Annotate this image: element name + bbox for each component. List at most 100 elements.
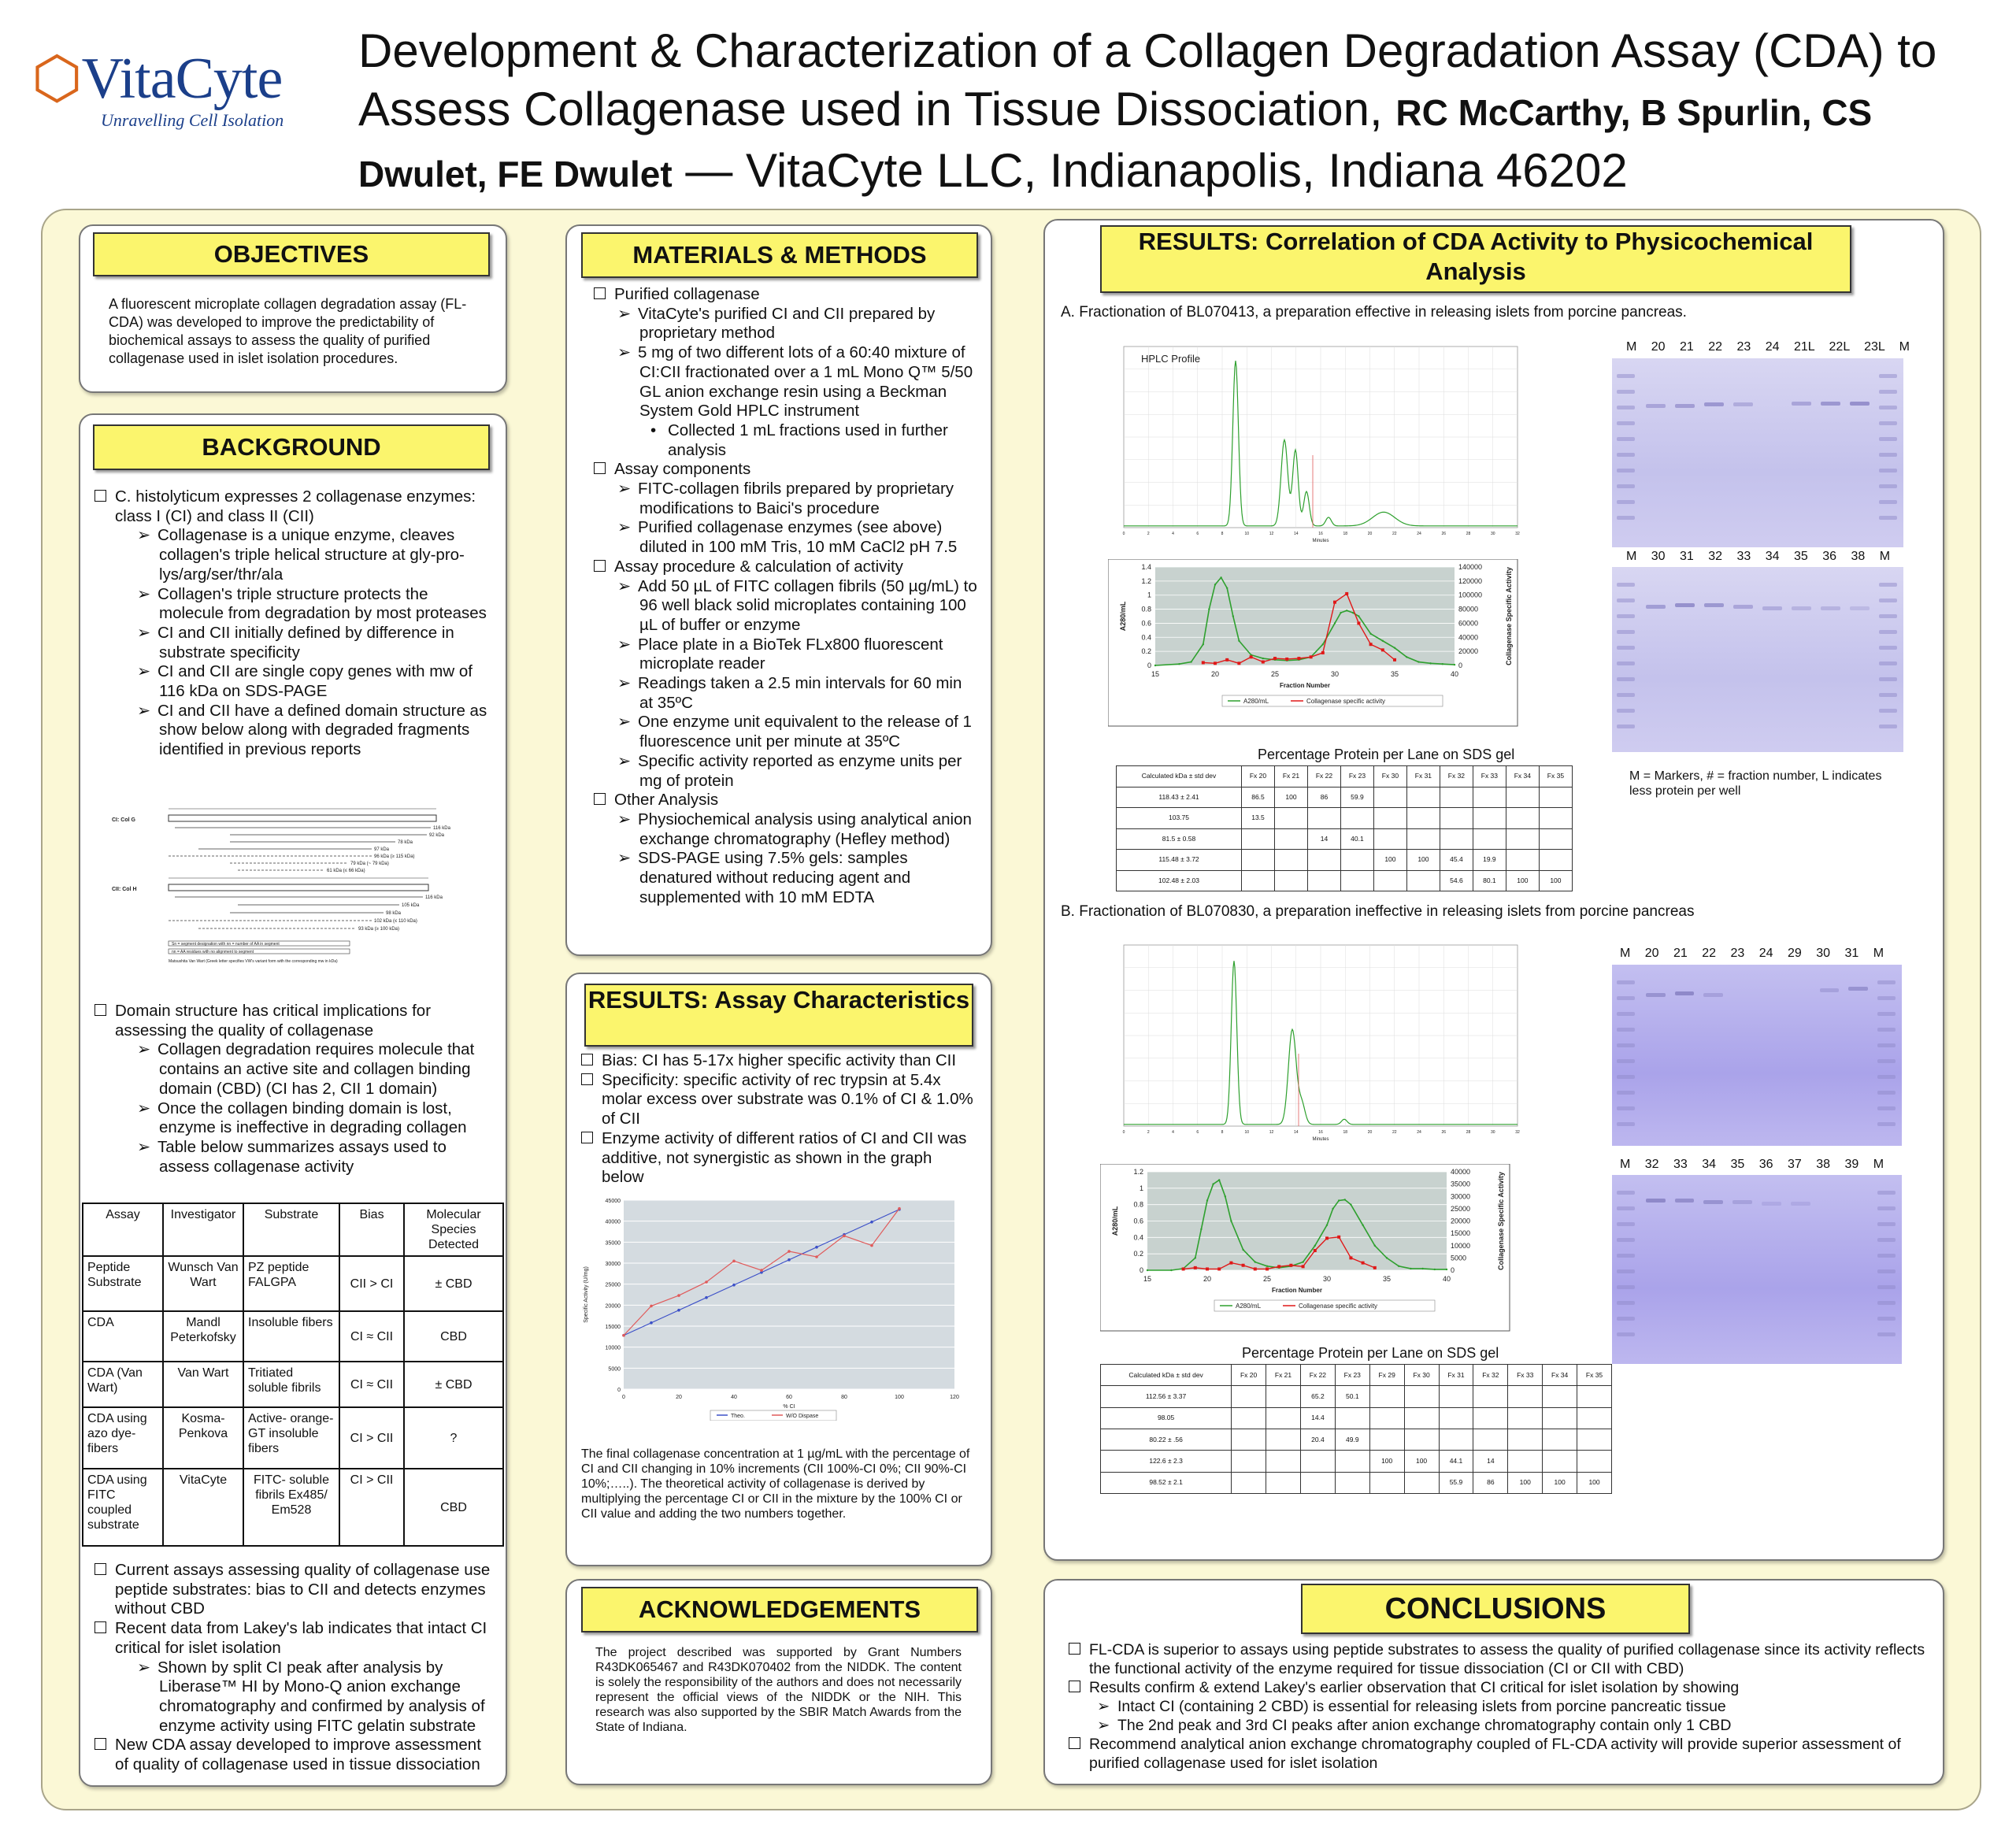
additive-activity-chart: 0 5000 10000 15000 20000 25000 30000 35000 40000… xyxy=(584,1199,959,1421)
x-tick-label: 15 xyxy=(1143,1275,1151,1283)
fraction-activity-chart-a: 0 0.2 0.4 0.6 0.8 1 1.2 1.4 0 20000 40000 60000 8000… xyxy=(1108,559,1518,727)
a280-point xyxy=(1194,1257,1196,1259)
hplc-x-tick: 8 xyxy=(1221,1130,1224,1135)
y-right-tick-label: 0 xyxy=(1451,1266,1455,1274)
arrow-bullet-icon: ➢ xyxy=(137,623,151,642)
table-row: 103.75 13.5 xyxy=(1116,807,1573,829)
marker-band xyxy=(1617,469,1635,472)
background-list-3: Current assays assessing quality of coll… xyxy=(94,1561,496,1775)
x-tick-label: 30 xyxy=(1331,670,1339,678)
table-cell xyxy=(1439,786,1473,808)
data-point xyxy=(870,1243,873,1247)
table-header-cell: Fx 35 xyxy=(1538,765,1573,788)
y-axis-label: A280/mL xyxy=(1111,1206,1119,1236)
col-g-fragment-label: 79 kDa (~ 79 kDa) xyxy=(350,862,389,866)
checkbox-bullet-icon xyxy=(94,1621,106,1634)
assay-bullet: Enzyme activity of different ratios of C… xyxy=(581,1129,975,1188)
methods-bullet: Assay procedure & calculation of activit… xyxy=(594,558,980,577)
y-tick-label: 0 xyxy=(1147,662,1151,669)
col-h-fragment-label: 116 kDa xyxy=(425,895,443,900)
arrow-bullet-icon: ➢ xyxy=(617,674,632,693)
checkbox-bullet-icon xyxy=(594,462,606,475)
a280-point xyxy=(1214,584,1217,586)
marker-band xyxy=(1617,1206,1635,1210)
activity-point xyxy=(1380,648,1384,652)
table-cell xyxy=(1577,1450,1612,1473)
table-cell: 100 xyxy=(1403,1450,1440,1473)
table-header-cell: Fx 23 xyxy=(1334,1363,1370,1387)
table-cell xyxy=(1473,1385,1509,1408)
marker-band xyxy=(1877,1254,1896,1258)
table-header-cell: Fx 34 xyxy=(1542,1363,1578,1387)
activity-point xyxy=(1289,1263,1293,1267)
table-cell xyxy=(1472,828,1506,850)
data-point xyxy=(622,1333,625,1337)
activity-point xyxy=(1361,1261,1365,1265)
table-cell: 100 xyxy=(1577,1471,1612,1495)
table-cell xyxy=(1231,1471,1267,1495)
table-cell xyxy=(1241,849,1275,871)
x-tick-label: 80 xyxy=(841,1395,847,1400)
y-right-tick-label: 120000 xyxy=(1458,577,1482,585)
marker-band xyxy=(1877,1206,1896,1210)
table-cell xyxy=(1406,807,1440,829)
methods-sub-bullet: ➢ Specific activity reported as enzyme un… xyxy=(617,751,962,790)
y-tick-label: 30000 xyxy=(606,1262,621,1267)
protein-band xyxy=(1703,993,1724,997)
table-cell xyxy=(1266,1406,1301,1429)
hplc-x-tick: 24 xyxy=(1417,532,1421,536)
table-cell xyxy=(1340,869,1374,891)
table-cell xyxy=(1406,869,1440,891)
checkbox-bullet-icon xyxy=(94,1738,106,1751)
data-point xyxy=(705,1295,708,1299)
arrow-bullet-icon: ➢ xyxy=(617,810,632,828)
background-list-2: Domain structure has critical implicatio… xyxy=(94,1002,496,1177)
a280-point xyxy=(1202,643,1204,646)
a280-line xyxy=(1147,1179,1447,1271)
bg-sub-bullet: ➢ Once the collagen binding domain is los… xyxy=(137,1099,467,1137)
y-tick-label: 0.4 xyxy=(1133,1233,1143,1241)
marker-band xyxy=(1877,1059,1896,1063)
a280-point xyxy=(1266,1265,1269,1267)
a280-point xyxy=(1406,656,1408,658)
checkbox-bullet-icon xyxy=(1069,1643,1080,1655)
hplc-x-tick: 6 xyxy=(1196,532,1199,536)
table-cell xyxy=(1266,1450,1301,1473)
activity-point xyxy=(1214,662,1217,665)
authors: RC McCarthy, B Spurlin, CS Dwulet, FE Dw… xyxy=(358,92,1873,195)
methods-panel: MATERIALS & METHODS Purified collagenase… xyxy=(565,224,992,956)
table-cell: 100 xyxy=(1542,1471,1578,1495)
table-cell: 50.1 xyxy=(1334,1385,1370,1408)
activity-point xyxy=(1321,650,1325,654)
table-cell xyxy=(1403,1406,1440,1429)
table-cell xyxy=(1306,807,1341,829)
table-row: CDA using FITC coupled substrate VitaCyte… xyxy=(82,1468,504,1547)
hplc-x-tick: 16 xyxy=(1318,1130,1323,1135)
assay-list: Bias: CI has 5-17x higher specific activ… xyxy=(581,1051,975,1188)
a280-point xyxy=(1398,1265,1400,1267)
activity-point xyxy=(1249,655,1253,659)
marker-band xyxy=(1877,1285,1896,1289)
x-axis-label: Fraction Number xyxy=(1280,682,1330,689)
table-cell: 81.5 ± 0.58 xyxy=(1116,828,1242,850)
conclusion-bullet: Results confirm & extend Lakey's earlier… xyxy=(1069,1678,1927,1697)
arrow-bullet-icon: ➢ xyxy=(617,713,632,732)
hplc-x-tick: 8 xyxy=(1221,532,1224,536)
protein-band xyxy=(1792,402,1811,406)
fraction-activity-chart-b: 0 0.2 0.4 0.6 0.8 1 1.2 0 5000 10000 15000 20000 250… xyxy=(1100,1164,1510,1332)
y-right-tick-label: 15000 xyxy=(1451,1229,1470,1237)
marker-band xyxy=(1877,1269,1896,1273)
checkbox-bullet-icon xyxy=(594,793,606,806)
checkbox-bullet-icon xyxy=(594,559,606,572)
protein-band xyxy=(1675,404,1695,408)
methods-bullet: Purified collagenase xyxy=(594,285,980,305)
marker-band xyxy=(1617,1028,1635,1032)
protein-band xyxy=(1819,988,1840,992)
table-row: CDA using azo dye-fibers Kosma-Penkova Act… xyxy=(82,1406,504,1469)
y-tick-label: 0.6 xyxy=(1133,1217,1143,1225)
protein-band xyxy=(1850,402,1870,406)
y-axis-label: Specific Activity (U/mg) xyxy=(584,1266,589,1323)
arrow-bullet-icon: ➢ xyxy=(617,343,632,362)
table-row: Peptide Substrate Wunsch Van Wart PZ pepti… xyxy=(82,1255,504,1312)
hplc-x-tick: 30 xyxy=(1491,1130,1495,1135)
